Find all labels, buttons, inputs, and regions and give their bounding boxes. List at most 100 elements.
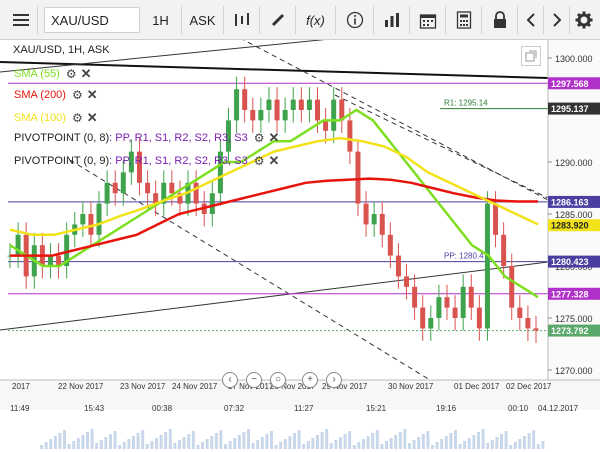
volume-bar [302, 444, 306, 449]
indicator-row[interactable]: PIVOTPOINT (0, 9) : PP, R1, S1, R2, S2, … [14, 153, 279, 169]
expand-icon[interactable] [521, 46, 541, 66]
candle-body [331, 99, 337, 131]
x-time-label: 07:32 [224, 404, 245, 413]
bar-chart-icon[interactable] [374, 6, 410, 34]
price-tag [548, 255, 600, 268]
volume-bar [426, 431, 430, 449]
indicator-params: : PP, R1, S1, R2, S2, R3, S3 [109, 132, 248, 144]
chevron-right-icon[interactable] [544, 6, 570, 34]
close-icon[interactable]: ✕ [80, 66, 92, 81]
candle-body [404, 276, 410, 287]
volume-bar [316, 435, 319, 449]
volume-bar [403, 429, 407, 449]
lock-icon[interactable] [482, 6, 518, 34]
info-icon[interactable] [336, 6, 374, 34]
price-tag [548, 219, 600, 232]
volume-bar [458, 444, 462, 449]
candle-body [493, 203, 499, 235]
volume-bar [440, 439, 444, 449]
x-date-label: 30 Nov 2017 [388, 382, 434, 391]
price-tag-label: 1280.423 [551, 257, 589, 267]
volume-bar [283, 439, 287, 449]
volume-bar [168, 429, 172, 449]
volume-bar [343, 434, 347, 449]
candle-body [533, 328, 539, 331]
chevron-left-icon[interactable] [518, 6, 544, 34]
close-icon[interactable]: ✕ [86, 110, 98, 125]
volume-bar [527, 433, 531, 449]
volume-bar [90, 429, 94, 449]
candle-body [363, 203, 369, 225]
x-date-label: 02 Dec 2017 [506, 382, 552, 391]
channel-lower-dashed [69, 159, 431, 381]
price-tag [548, 102, 600, 115]
price-tag-label: 1273.792 [551, 326, 589, 336]
candle-body [153, 193, 159, 204]
volume-bar [72, 441, 76, 449]
zoom-out-icon[interactable]: − [246, 372, 262, 388]
volume-bar [44, 442, 48, 449]
gear-icon[interactable]: ⚙ [65, 67, 77, 81]
volume-bar [109, 434, 112, 449]
zoom-in-icon[interactable]: + [302, 372, 318, 388]
price-tag-label: 1297.568 [551, 79, 589, 89]
sma-line [9, 108, 539, 299]
indicator-params: : PP, R1, S1, R2, S2, R3, S3 [109, 155, 248, 167]
close-icon[interactable]: ✕ [268, 130, 280, 145]
volume-bar [63, 430, 66, 449]
volume-bar [256, 440, 260, 449]
candle-body [282, 110, 288, 121]
x-time-label: 15:21 [366, 404, 387, 413]
gear-icon[interactable] [570, 6, 598, 34]
close-icon[interactable]: ✕ [86, 87, 98, 102]
volume-bar [118, 445, 122, 449]
scroll-right-icon[interactable]: › [326, 372, 342, 388]
volume-bar [472, 435, 476, 449]
volume-bar [237, 435, 241, 449]
candle-body [306, 99, 312, 110]
candle-body [209, 193, 215, 214]
volume-bar [104, 437, 108, 449]
indicator-row[interactable]: PIVOTPOINT (0, 8) : PP, R1, S1, R2, S2, … [14, 130, 279, 146]
volume-bar [366, 436, 370, 449]
indicator-row[interactable]: SMA (200) ⚙ ✕ [14, 87, 98, 103]
menu-icon[interactable] [4, 6, 38, 34]
candle-body [250, 110, 256, 121]
timeframe-button[interactable]: 1H [140, 6, 182, 34]
volume-bar [260, 437, 264, 449]
candle-body [339, 99, 345, 121]
scroll-left-icon[interactable]: ‹ [222, 372, 238, 388]
volume-bar [320, 432, 324, 449]
pencil-icon[interactable] [260, 6, 296, 34]
gear-icon[interactable]: ⚙ [71, 111, 83, 125]
gear-icon[interactable]: ⚙ [253, 131, 265, 145]
volume-bar [288, 436, 292, 449]
close-icon[interactable]: ✕ [268, 153, 280, 168]
price-type-button[interactable]: ASK [182, 6, 224, 34]
calendar-icon[interactable] [410, 6, 446, 34]
x-time-label: 11:27 [294, 404, 314, 413]
symbol-field[interactable]: XAU/USD [44, 7, 140, 33]
candle-body [136, 151, 142, 183]
chart-type-icon[interactable] [224, 6, 260, 34]
zoom-reset-icon[interactable]: ○ [270, 372, 286, 388]
function-button[interactable]: f(x) [296, 6, 336, 34]
price-tag-label: 1277.328 [551, 289, 589, 299]
volume-bar [67, 444, 71, 449]
candle-body [274, 99, 280, 121]
volume-bar [182, 437, 186, 449]
indicator-row[interactable]: SMA (100) ⚙ ✕ [14, 110, 98, 126]
price-tag [548, 77, 600, 90]
candle-body [169, 182, 175, 194]
indicator-row[interactable]: SMA (55) ⚙ ✕ [14, 66, 92, 82]
calculator-icon[interactable] [446, 6, 482, 34]
gear-icon[interactable]: ⚙ [253, 154, 265, 168]
candle-body [452, 307, 458, 318]
volume-bar [412, 440, 416, 449]
volume-bar [421, 434, 425, 449]
volume-bar [357, 442, 361, 449]
candle-body [323, 120, 329, 131]
gear-icon[interactable]: ⚙ [71, 88, 83, 102]
